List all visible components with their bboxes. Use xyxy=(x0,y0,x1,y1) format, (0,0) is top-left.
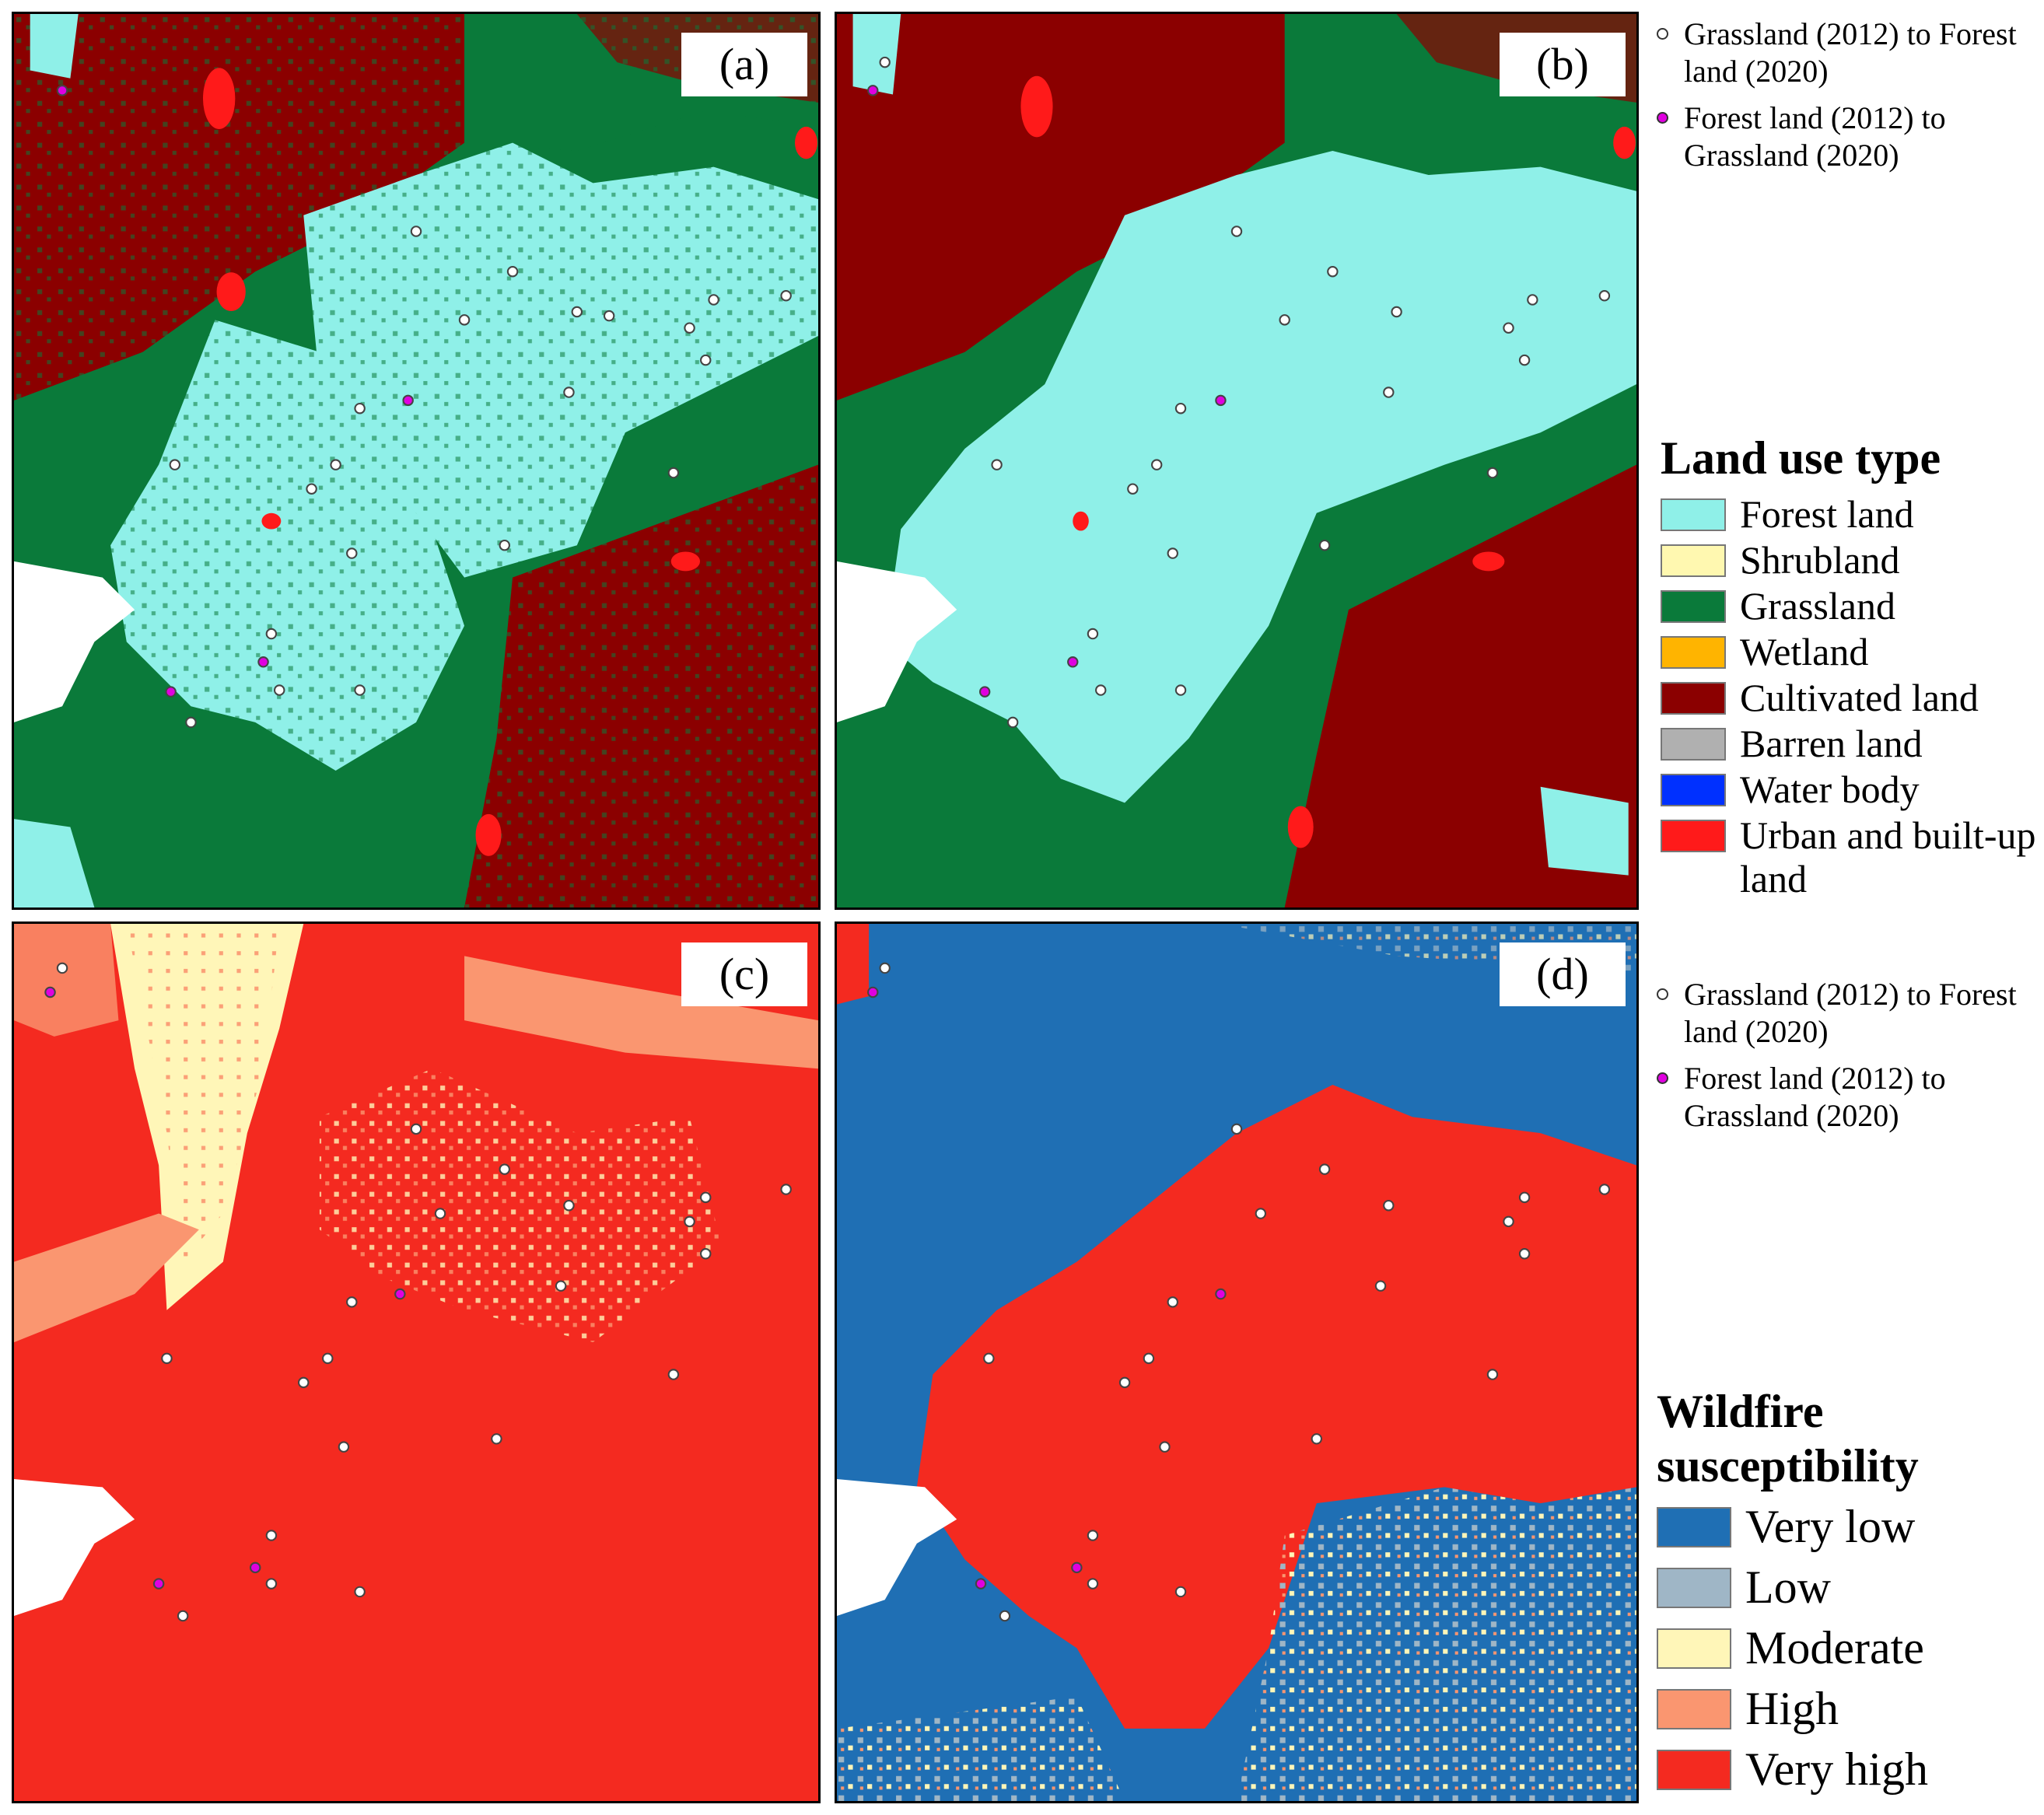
legend-item: Urban and built-up land xyxy=(1661,813,2042,901)
panel-label-c: (c) xyxy=(681,942,807,1006)
color-swatch xyxy=(1661,682,1726,715)
color-swatch xyxy=(1657,1628,1731,1669)
color-swatch xyxy=(1657,1689,1731,1729)
legend-label: Grassland (2012) to Forest land (2020) xyxy=(1684,16,2017,89)
color-swatch xyxy=(1657,1568,1731,1608)
legend-item: Very low xyxy=(1657,1501,2038,1552)
legend-item: Moderate xyxy=(1657,1622,2038,1673)
legend-item: High xyxy=(1657,1683,2038,1734)
legend-label: Very low xyxy=(1745,1501,1916,1552)
point-legend-top: Grassland (2012) to Forest land (2020) F… xyxy=(1657,16,2038,184)
color-swatch xyxy=(1661,544,1726,577)
map-panel-b: (b) xyxy=(835,12,1639,910)
color-swatch xyxy=(1661,820,1726,852)
color-swatch xyxy=(1661,590,1726,623)
white-point-icon xyxy=(1657,28,1668,40)
legend-title: Wildfire susceptibility xyxy=(1657,1386,1919,1492)
wildfire-legend: Wildfire susceptibility Very low Low Mod… xyxy=(1657,1384,2038,1804)
legend-item-forest-to-grassland: Forest land (2012) to Grassland (2020) xyxy=(1657,100,2038,174)
legend-item: Very high xyxy=(1657,1743,2038,1795)
legend-label: Low xyxy=(1745,1561,1831,1613)
legend-item: Forest land xyxy=(1661,492,2042,536)
legend-label: Forest land (2012) to Grassland (2020) xyxy=(1684,1061,1946,1133)
legend-item: Grassland xyxy=(1661,584,2042,628)
map-panel-a: (a) xyxy=(12,12,821,910)
land-use-legend: Land use type Forest land Shrubland Gras… xyxy=(1661,432,2042,903)
white-point-icon xyxy=(1657,988,1668,1000)
legend-item: Water body xyxy=(1661,768,2042,811)
color-swatch xyxy=(1661,774,1726,806)
legend-label: Forest land (2012) to Grassland (2020) xyxy=(1684,100,1946,173)
legend-item-grassland-to-forest: Grassland (2012) to Forest land (2020) xyxy=(1657,976,2038,1051)
color-swatch xyxy=(1657,1750,1731,1790)
legend-label: Very high xyxy=(1745,1743,1928,1795)
panel-label-a: (a) xyxy=(681,33,807,96)
legend-label: Barren land xyxy=(1740,722,1923,765)
color-swatch xyxy=(1661,728,1726,761)
legend-item: Shrubland xyxy=(1661,538,2042,582)
magenta-point-icon xyxy=(1657,1072,1668,1084)
point-legend-bottom: Grassland (2012) to Forest land (2020) F… xyxy=(1657,976,2038,1144)
legend-label: High xyxy=(1745,1683,1839,1734)
legend-item: Low xyxy=(1657,1561,2038,1613)
wildfire-susceptibility-map-d xyxy=(837,924,1636,1801)
legend-label: Shrubland xyxy=(1740,538,1900,582)
legend-item-forest-to-grassland: Forest land (2012) to Grassland (2020) xyxy=(1657,1060,2038,1135)
land-use-map-2020 xyxy=(837,14,1636,908)
panel-label-d: (d) xyxy=(1500,942,1626,1006)
legend-label: Forest land xyxy=(1740,492,1914,536)
legend-item: Cultivated land xyxy=(1661,676,2042,719)
color-swatch xyxy=(1661,636,1726,669)
legend-label: Grassland (2012) to Forest land (2020) xyxy=(1684,977,2017,1049)
color-swatch xyxy=(1661,498,1726,531)
panel-label-b: (b) xyxy=(1500,33,1626,96)
legend-label: Cultivated land xyxy=(1740,676,1979,719)
legend-label: Urban and built-up land xyxy=(1740,813,2036,901)
magenta-point-icon xyxy=(1657,112,1668,124)
land-use-map-2012 xyxy=(14,14,818,908)
legend-label: Moderate xyxy=(1745,1622,1924,1673)
color-swatch xyxy=(1657,1507,1731,1547)
legend-item: Wetland xyxy=(1661,630,2042,673)
map-panel-d: (d) xyxy=(835,921,1639,1803)
legend-label: Water body xyxy=(1740,768,1920,811)
legend-label: Grassland xyxy=(1740,584,1895,628)
legend-title: Land use type xyxy=(1661,432,1941,484)
legend-label: Wetland xyxy=(1740,630,1869,673)
legend-item: Barren land xyxy=(1661,722,2042,765)
wildfire-susceptibility-map-c xyxy=(14,924,818,1801)
map-panel-c: (c) xyxy=(12,921,821,1803)
legend-item-grassland-to-forest: Grassland (2012) to Forest land (2020) xyxy=(1657,16,2038,90)
